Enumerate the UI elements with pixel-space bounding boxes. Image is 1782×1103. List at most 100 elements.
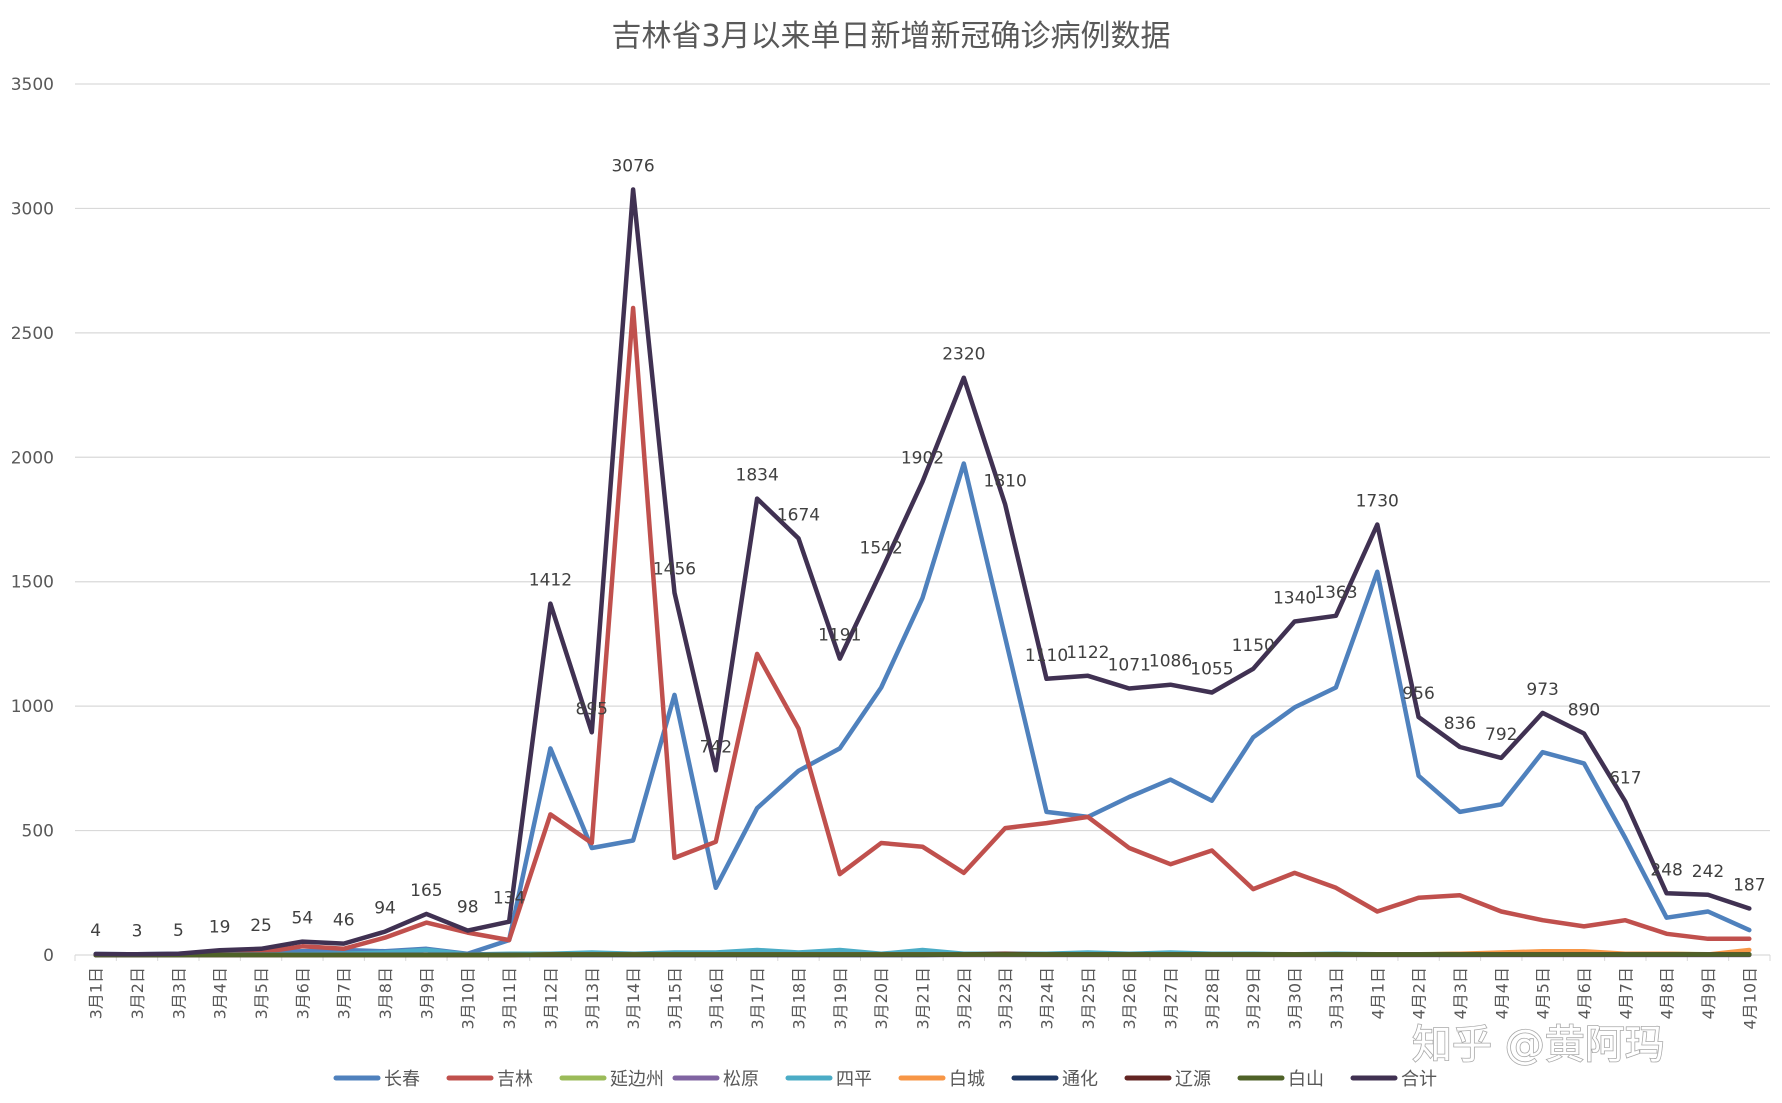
y-axis-ticks: 0 500 1000 1500 2000 2500 3000 3500 — [11, 75, 54, 966]
data-label: 1902 — [901, 449, 944, 469]
y-tick-label: 0 — [43, 946, 54, 966]
x-tick-label: 3月27日 — [1162, 967, 1181, 1030]
data-label: 1730 — [1356, 491, 1399, 511]
y-tick-label: 2500 — [11, 324, 54, 344]
legend-label: 松原 — [723, 1069, 759, 1090]
data-labels: 4 3 5 19 25 54 46 94 165 98 134 1412 895 3076 1456 742 1… — [90, 157, 1765, 942]
x-tick-label: 3月15日 — [665, 967, 684, 1030]
data-label: 895 — [576, 699, 608, 719]
x-tick-label: 4月7日 — [1616, 967, 1635, 1019]
data-label: 98 — [457, 898, 479, 918]
data-label: 248 — [1650, 860, 1682, 880]
series-line-9 — [93, 187, 1752, 957]
y-tick-label: 3000 — [11, 199, 54, 219]
x-tick-label: 4月1日 — [1368, 967, 1387, 1019]
legend-label: 白城 — [949, 1069, 985, 1090]
x-tick-label: 3月18日 — [789, 967, 808, 1030]
legend-label: 四平 — [836, 1069, 872, 1090]
x-tick-label: 3月28日 — [1203, 967, 1222, 1030]
x-tick-label: 3月2日 — [128, 967, 147, 1019]
y-tick-label: 3500 — [11, 75, 54, 95]
x-tick-label: 4月5日 — [1534, 967, 1553, 1019]
data-label: 1071 — [1108, 655, 1151, 675]
x-tick-label: 3月3日 — [169, 967, 188, 1019]
x-tick-label: 4月8日 — [1658, 967, 1677, 1019]
data-label: 1122 — [1066, 643, 1109, 663]
x-tick-label: 3月19日 — [831, 967, 850, 1030]
x-tick-label: 3月21日 — [914, 967, 933, 1030]
data-label: 617 — [1609, 768, 1641, 788]
data-label: 1412 — [529, 571, 572, 591]
data-label: 973 — [1526, 680, 1558, 700]
x-tick-label: 3月26日 — [1120, 967, 1139, 1030]
x-tick-label: 3月22日 — [955, 967, 974, 1030]
data-label: 94 — [374, 899, 396, 919]
legend-label: 白山 — [1288, 1069, 1324, 1090]
x-tick-label: 3月10日 — [459, 967, 478, 1030]
data-label: 1456 — [653, 560, 696, 580]
data-label: 1340 — [1273, 589, 1316, 609]
x-tick-label: 3月9日 — [417, 967, 436, 1019]
data-label: 836 — [1444, 714, 1476, 734]
data-label: 19 — [209, 917, 231, 937]
chart-title: 吉林省3月以来单日新增新冠确诊病例数据 — [611, 19, 1170, 54]
data-label: 890 — [1568, 701, 1600, 721]
legend-label: 通化 — [1062, 1069, 1098, 1090]
x-tick-label: 3月24日 — [1038, 967, 1057, 1030]
x-tick-label: 3月8日 — [376, 967, 395, 1019]
data-label: 1086 — [1149, 652, 1192, 672]
y-tick-label: 1500 — [11, 573, 54, 593]
data-label: 242 — [1692, 862, 1724, 882]
data-label: 1150 — [1232, 636, 1275, 656]
legend: 长春 吉林 延边州 松原 四平 白城 通化 辽源 白山 合计 — [333, 1069, 1437, 1090]
data-label: 54 — [292, 909, 314, 929]
data-label: 165 — [410, 881, 442, 901]
x-tick-label: 3月31日 — [1327, 967, 1346, 1030]
x-tick-label: 3月4日 — [211, 967, 230, 1019]
x-tick-label: 3月23日 — [996, 967, 1015, 1030]
x-axis-ticks: 3月1日 3月2日 3月3日 3月4日 3月5日 3月6日 3月7日 3月8日 3月9日 3月10… — [74, 955, 1771, 1030]
x-tick-label: 3月25日 — [1079, 967, 1098, 1030]
x-tick-label: 3月12日 — [541, 967, 560, 1030]
data-label: 25 — [250, 916, 272, 936]
x-tick-label: 3月1日 — [87, 967, 106, 1019]
x-tick-label: 4月10日 — [1740, 967, 1759, 1030]
x-tick-label: 3月13日 — [583, 967, 602, 1030]
data-label: 1542 — [860, 538, 903, 558]
x-tick-label: 4月3日 — [1451, 967, 1470, 1019]
legend-label: 合计 — [1401, 1069, 1437, 1090]
data-label: 1055 — [1190, 659, 1233, 679]
legend-label: 长春 — [384, 1069, 420, 1090]
x-tick-label: 3月30日 — [1286, 967, 1305, 1030]
data-label: 46 — [333, 911, 355, 931]
x-tick-label: 4月9日 — [1699, 967, 1718, 1019]
legend-label: 延边州 — [610, 1069, 664, 1090]
legend-label: 辽源 — [1175, 1069, 1211, 1090]
x-tick-label: 4月4日 — [1492, 967, 1511, 1019]
data-label: 2320 — [942, 345, 985, 365]
data-label: 956 — [1402, 684, 1434, 704]
data-label: 1674 — [777, 505, 820, 525]
data-label: 1363 — [1314, 583, 1357, 603]
data-label: 792 — [1485, 725, 1517, 745]
data-label: 1834 — [736, 466, 779, 486]
data-label: 3076 — [611, 157, 654, 177]
series-line-1 — [93, 305, 1752, 958]
data-label: 134 — [493, 889, 525, 909]
data-label: 1191 — [818, 626, 861, 646]
x-tick-label: 3月16日 — [707, 967, 726, 1030]
x-tick-label: 4月6日 — [1575, 967, 1594, 1019]
y-tick-label: 2000 — [11, 448, 54, 468]
data-label: 5 — [173, 921, 184, 941]
legend-label: 吉林 — [497, 1069, 533, 1090]
x-tick-label: 3月6日 — [293, 967, 312, 1019]
x-tick-label: 3月17日 — [748, 967, 767, 1030]
series-layer — [93, 187, 1752, 958]
x-tick-label: 3月29日 — [1244, 967, 1263, 1030]
data-label: 1110 — [1025, 646, 1068, 666]
data-label: 742 — [700, 737, 732, 757]
x-tick-label: 3月20日 — [872, 967, 891, 1030]
data-label: 4 — [90, 921, 101, 941]
